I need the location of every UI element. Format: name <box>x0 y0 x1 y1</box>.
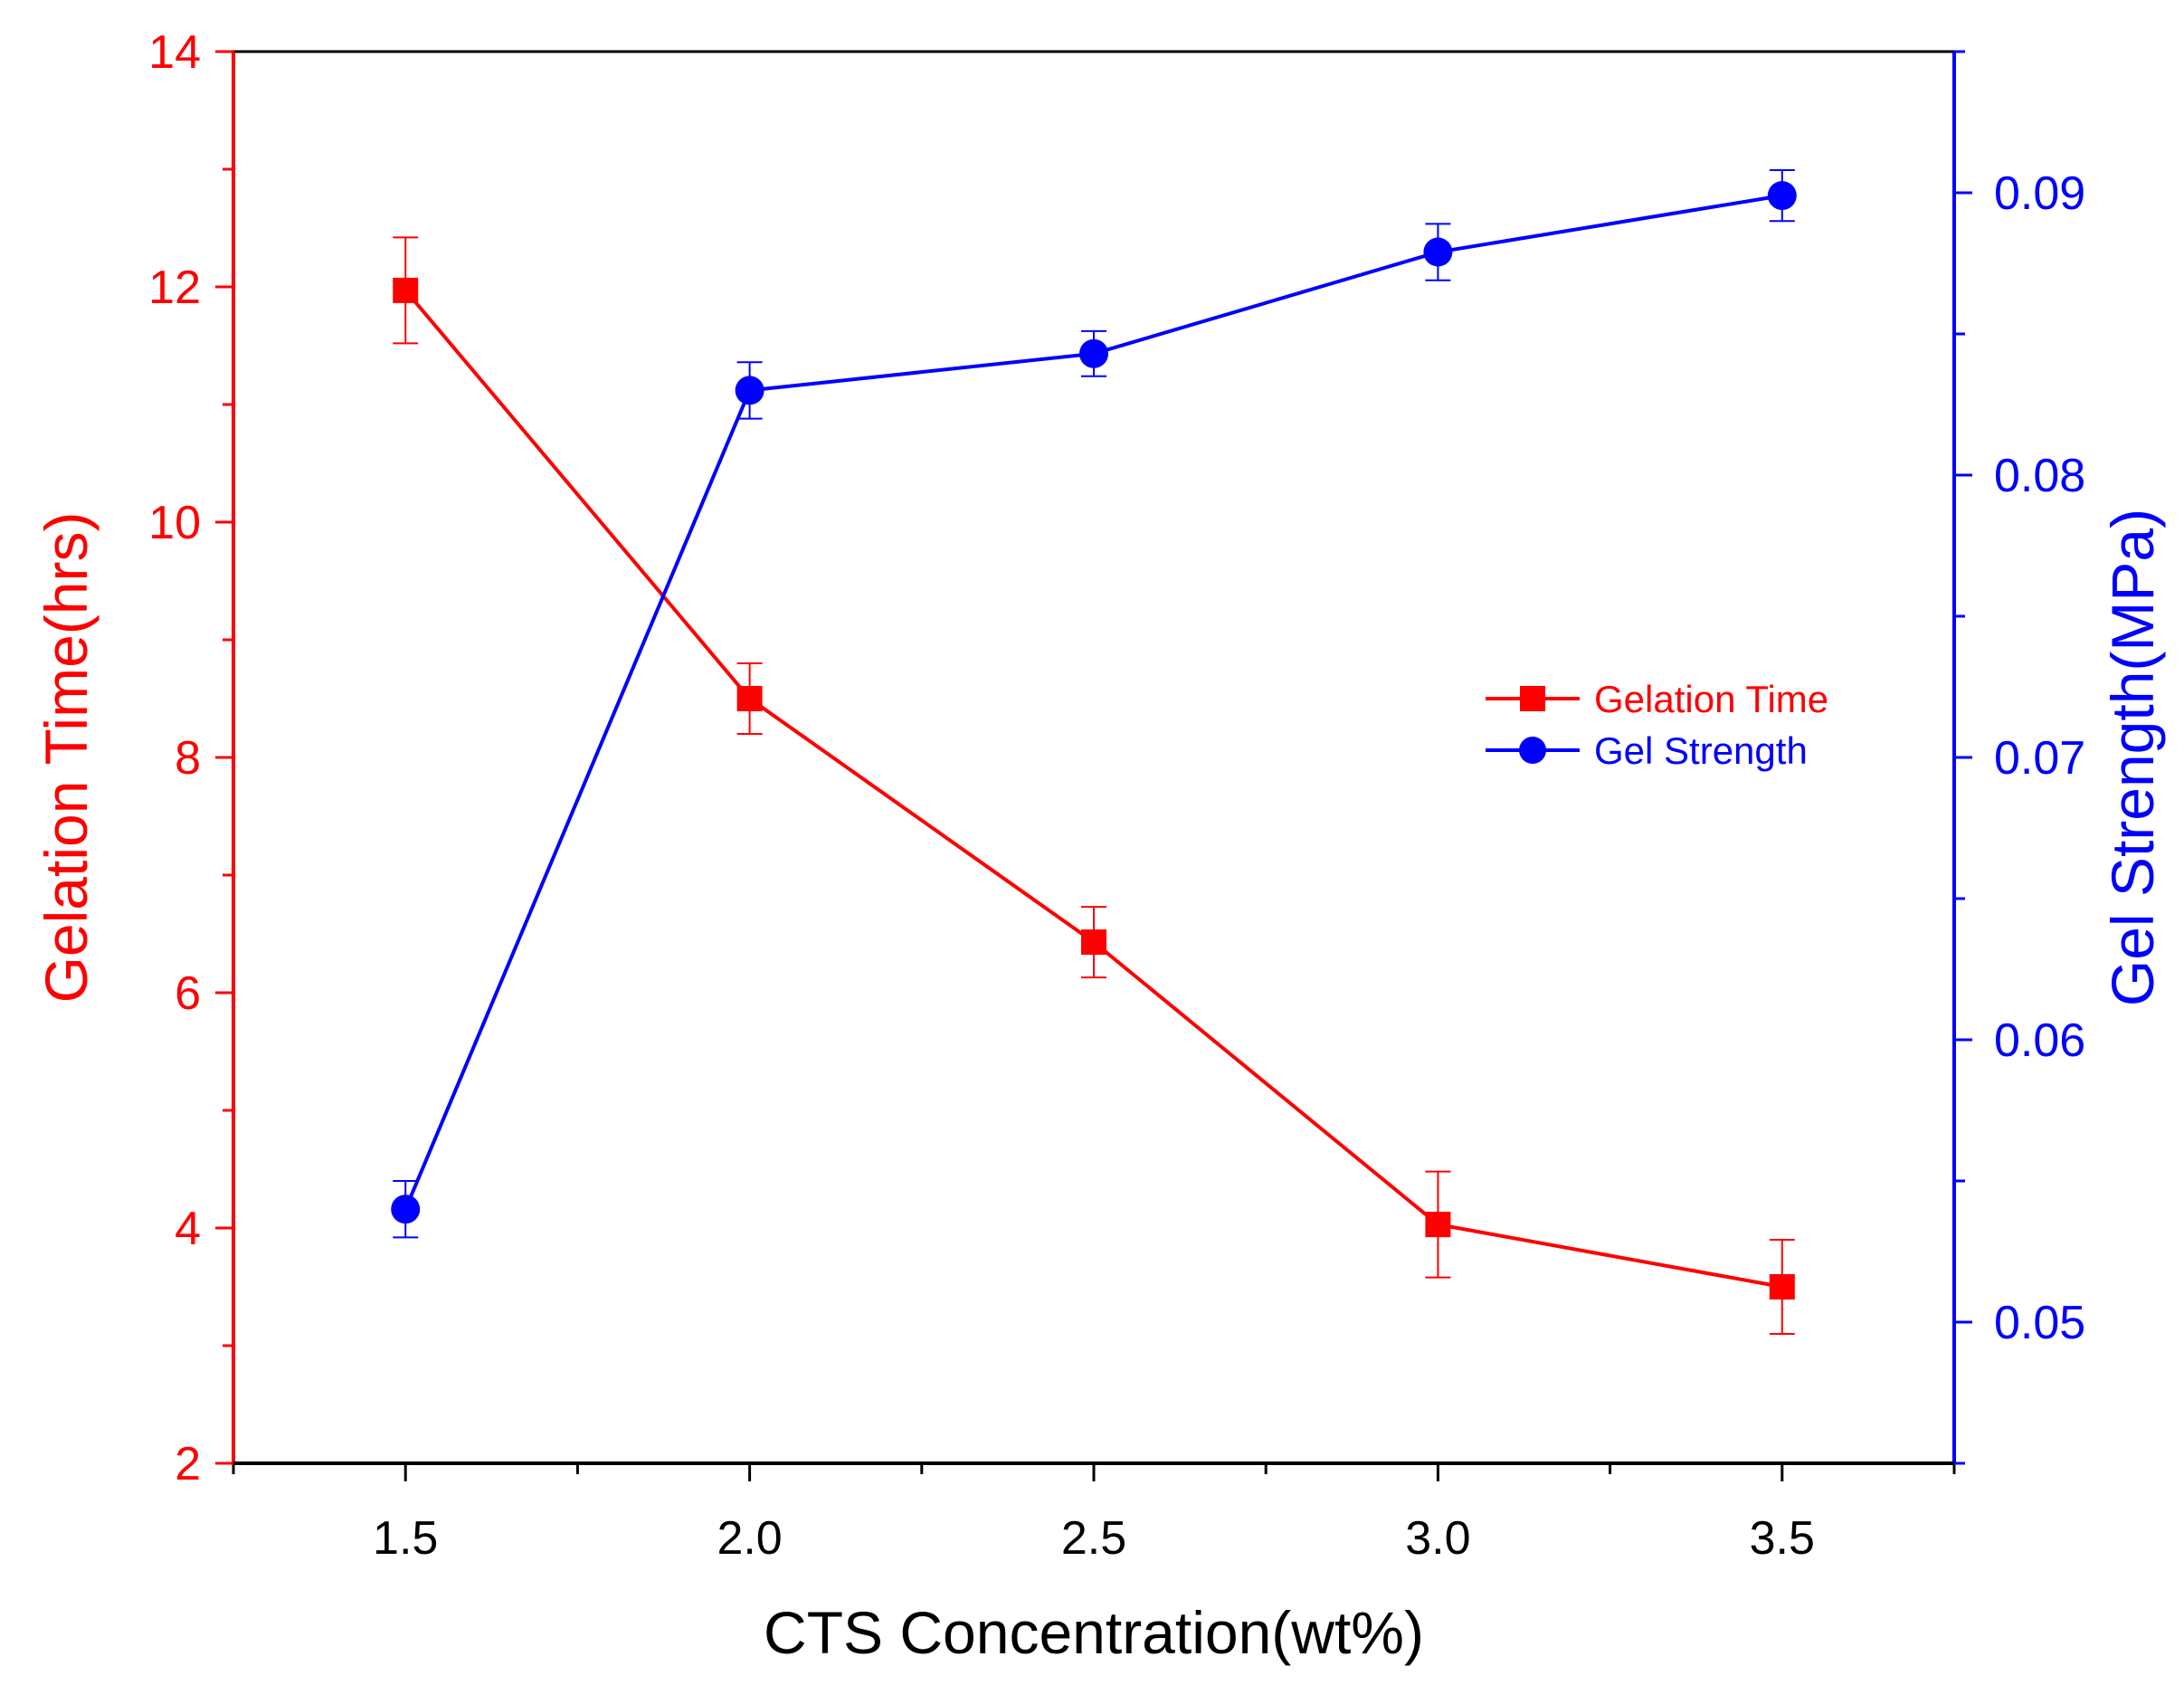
x-axis-ticks: 1.5 2.0 2.5 3.0 3.5 <box>232 1463 1956 1565</box>
data-point-circle <box>735 376 764 405</box>
right-tick-label: 0.09 <box>1994 167 2085 220</box>
data-point-circle <box>391 1195 421 1224</box>
data-point-square <box>736 686 763 711</box>
legend-label-gel-strength: Gel Strength <box>1594 729 1808 772</box>
legend: Gelation Time Gel Strength <box>1486 678 1828 772</box>
data-point-circle <box>1079 338 1108 368</box>
left-tick-label: 8 <box>175 732 201 785</box>
data-point-circle <box>1423 237 1453 267</box>
x-tick-label: 3.0 <box>1405 1512 1470 1565</box>
left-tick-label: 14 <box>148 26 201 79</box>
data-point-circle <box>1767 181 1797 211</box>
right-tick-label: 0.06 <box>1994 1014 2085 1067</box>
left-tick-label: 12 <box>148 262 201 314</box>
x-tick-label: 3.5 <box>1750 1512 1815 1565</box>
x-tick-label: 2.5 <box>1061 1512 1126 1565</box>
left-tick-label: 6 <box>175 967 201 1020</box>
legend-marker-square <box>1520 686 1545 711</box>
x-axis-title: CTS Concentration(wt%) <box>764 1599 1424 1666</box>
left-axis-ticks: 2 4 6 8 10 12 14 <box>148 26 233 1490</box>
right-tick-label: 0.08 <box>1994 450 2085 502</box>
series-layer <box>391 169 1797 1335</box>
right-axis-title: Gel Strength(MPa) <box>2099 509 2166 1006</box>
right-tick-label: 0.05 <box>1994 1297 2085 1349</box>
right-tick-label: 0.07 <box>1994 732 2085 785</box>
left-tick-label: 2 <box>175 1438 201 1490</box>
data-point-square <box>1769 1274 1795 1299</box>
legend-marker-circle <box>1519 737 1546 764</box>
data-point-square <box>393 277 419 303</box>
x-tick-label: 2.0 <box>717 1512 782 1565</box>
series-line-gelation-time <box>404 289 1783 1289</box>
left-tick-label: 10 <box>148 497 201 549</box>
right-axis-ticks: 0.05 0.06 0.07 0.08 0.09 <box>1954 50 2085 1465</box>
left-axis-title: Gelation Time(hrs) <box>33 512 100 1004</box>
x-tick-label: 1.5 <box>373 1512 438 1565</box>
data-point-square <box>1081 929 1106 956</box>
left-tick-label: 4 <box>175 1203 201 1255</box>
legend-label-gelation-time: Gelation Time <box>1594 678 1828 720</box>
data-point-square <box>1425 1212 1451 1238</box>
